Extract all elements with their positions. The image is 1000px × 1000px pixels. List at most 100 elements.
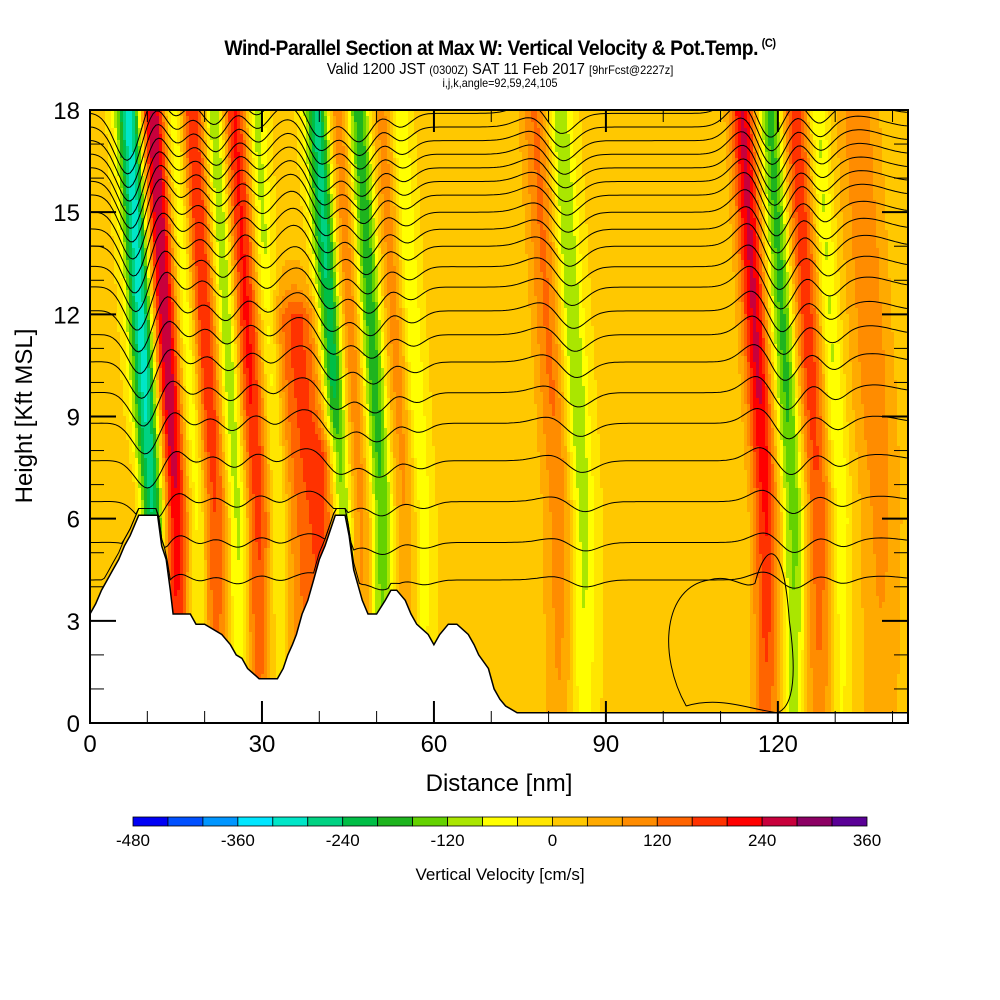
field-cell: [111, 128, 115, 135]
field-cell: [222, 476, 226, 483]
field-cell: [117, 536, 121, 543]
field-cell: [195, 314, 199, 321]
field-cell: [117, 236, 121, 243]
field-cell: [96, 356, 100, 363]
field-cell: [159, 380, 163, 387]
field-cell: [135, 236, 139, 243]
field-cell: [186, 218, 190, 225]
field-cell: [159, 320, 163, 327]
field-cell: [189, 428, 193, 435]
field-cell: [147, 158, 151, 165]
field-cell: [90, 392, 94, 399]
field-cell: [120, 236, 124, 243]
field-cell: [123, 254, 127, 261]
field-cell: [126, 488, 130, 495]
field-cell: [177, 206, 181, 213]
field-cell: [153, 362, 157, 369]
field-cell: [93, 206, 97, 213]
field-cell: [228, 380, 232, 387]
field-cell: [198, 428, 202, 435]
field-cell: [96, 338, 100, 345]
field-cell: [201, 410, 205, 417]
field-cell: [90, 476, 94, 483]
field-cell: [201, 458, 205, 465]
field-cell: [162, 410, 166, 417]
field-cell: [183, 536, 187, 543]
field-cell: [135, 326, 139, 333]
field-cell: [183, 446, 187, 453]
field-cell: [102, 506, 106, 513]
field-cell: [147, 164, 151, 171]
field-cell: [105, 164, 109, 171]
field-cell: [216, 530, 220, 537]
field-cell: [183, 212, 187, 219]
field-cell: [153, 176, 157, 183]
field-cell: [207, 164, 211, 171]
field-cell: [150, 332, 154, 339]
field-cell: [210, 110, 214, 117]
field-cell: [192, 134, 196, 141]
field-cell: [102, 200, 106, 207]
field-cell: [168, 338, 172, 345]
field-cell: [96, 320, 100, 327]
field-cell: [138, 494, 142, 501]
field-cell: [156, 110, 160, 117]
field-cell: [159, 446, 163, 453]
field-cell: [117, 278, 121, 285]
field-cell: [192, 536, 196, 543]
field-cell: [231, 248, 235, 255]
field-cell: [216, 338, 220, 345]
field-cell: [177, 470, 181, 477]
field-cell: [168, 386, 172, 393]
field-cell: [108, 368, 112, 375]
field-cell: [210, 560, 214, 567]
field-cell: [96, 530, 100, 537]
field-cell: [105, 152, 109, 159]
field-cell: [189, 416, 193, 423]
field-cell: [105, 362, 109, 369]
field-cell: [180, 506, 184, 513]
field-cell: [150, 110, 154, 117]
field-cell: [192, 140, 196, 147]
field-cell: [111, 218, 115, 225]
field-cell: [150, 320, 154, 327]
field-cell: [213, 182, 217, 189]
field-cell: [114, 386, 118, 393]
field-cell: [159, 272, 163, 279]
field-cell: [129, 146, 133, 153]
field-cell: [177, 344, 181, 351]
field-cell: [216, 344, 220, 351]
field-cell: [111, 362, 115, 369]
field-cell: [174, 176, 178, 183]
field-cell: [174, 332, 178, 339]
field-cell: [102, 128, 106, 135]
field-cell: [162, 452, 166, 459]
field-cell: [120, 488, 124, 495]
field-cell: [201, 440, 205, 447]
field-cell: [213, 200, 217, 207]
field-cell: [123, 458, 127, 465]
field-cell: [216, 152, 220, 159]
field-cell: [225, 560, 229, 567]
field-cell: [192, 194, 196, 201]
field-cell: [153, 482, 157, 489]
field-cell: [201, 620, 205, 627]
field-cell: [138, 152, 142, 159]
field-cell: [102, 188, 106, 195]
field-cell: [189, 494, 193, 501]
field-cell: [234, 164, 238, 171]
field-cell: [174, 380, 178, 387]
field-cell: [192, 494, 196, 501]
field-cell: [198, 554, 202, 561]
field-cell: [150, 236, 154, 243]
field-cell: [222, 302, 226, 309]
field-cell: [180, 182, 184, 189]
field-cell: [156, 500, 160, 507]
field-cell: [168, 344, 172, 351]
field-cell: [192, 236, 196, 243]
field-cell: [159, 344, 163, 351]
field-cell: [171, 218, 175, 225]
field-cell: [195, 542, 199, 549]
field-cell: [177, 572, 181, 579]
field-cell: [207, 500, 211, 507]
